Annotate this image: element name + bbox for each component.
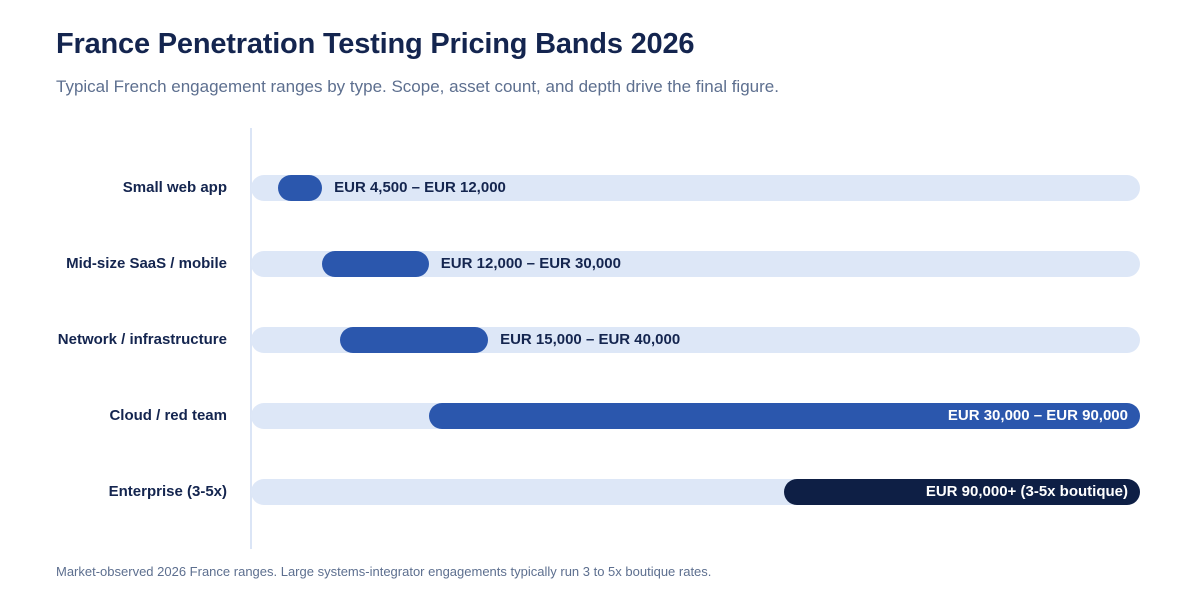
range-bar-small-web-app	[277, 175, 323, 201]
chart-footnote: Market-observed 2026 France ranges. Larg…	[56, 564, 712, 579]
range-bar-network-infrastructure	[339, 327, 489, 353]
range-track-small-web-app	[251, 175, 1140, 201]
category-label-network-infrastructure: Network / infrastructure	[57, 331, 227, 348]
range-bar-cloud-red-team	[428, 403, 1140, 429]
category-label-cloud-red-team: Cloud / red team	[109, 407, 227, 424]
range-bar-mid-size-saas-mobile	[322, 251, 429, 277]
range-value-label-enterprise-3-5x: EUR 90,000+ (3-5x boutique)	[925, 483, 1128, 500]
category-label-enterprise-3-5x: Enterprise (3-5x)	[108, 483, 227, 500]
range-value-label-small-web-app: EUR 4,500 – EUR 12,000	[334, 179, 506, 196]
chart-title: France Penetration Testing Pricing Bands…	[56, 28, 695, 60]
range-value-label-cloud-red-team: EUR 30,000 – EUR 90,000	[947, 407, 1128, 424]
range-bar-enterprise-3-5x	[784, 479, 1140, 505]
category-label-mid-size-saas-mobile: Mid-size SaaS / mobile	[66, 255, 227, 272]
range-value-label-network-infrastructure: EUR 15,000 – EUR 40,000	[500, 331, 681, 348]
category-label-small-web-app: Small web app	[122, 179, 227, 196]
range-value-label-mid-size-saas-mobile: EUR 12,000 – EUR 30,000	[440, 255, 621, 272]
chart-subtitle: Typical French engagement ranges by type…	[56, 77, 779, 96]
